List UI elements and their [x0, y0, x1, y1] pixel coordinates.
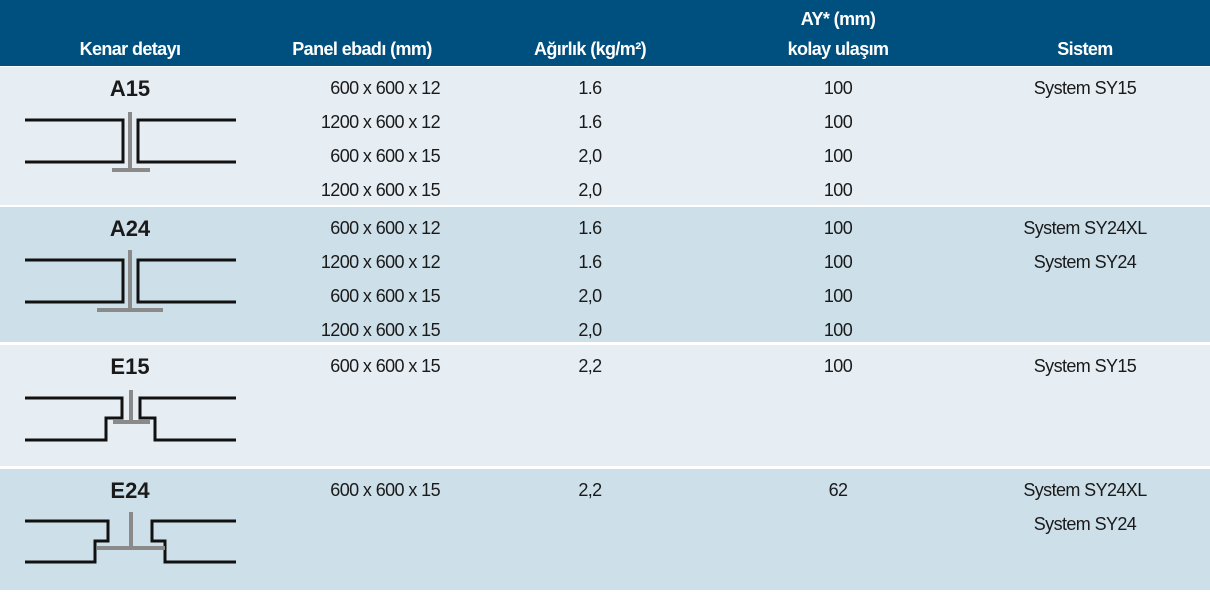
panel-size: 1200 x 600 x 15	[321, 320, 441, 340]
edge-label: A15	[110, 76, 150, 101]
edge-label: E24	[110, 478, 150, 503]
header-cell: Panel ebadı (mm)	[292, 39, 432, 59]
panel-size: 600 x 600 x 12	[330, 218, 440, 238]
panel-size: 600 x 600 x 15	[330, 480, 440, 500]
profile-e15	[25, 390, 236, 442]
weight: 2,0	[578, 320, 602, 340]
header-cell: AY* (mm)	[801, 9, 876, 29]
system: System SY24	[1034, 252, 1137, 272]
ay-value: 100	[824, 218, 853, 238]
profile-a15	[25, 112, 236, 172]
header-cell: Ağırlık (kg/m²)	[534, 39, 647, 59]
header-cell: Kenar detayı	[80, 39, 181, 59]
header-cell: kolay ulaşım	[788, 39, 889, 59]
weight: 1.6	[578, 78, 602, 98]
system: System SY24	[1034, 514, 1137, 534]
panel-size: 600 x 600 x 15	[330, 356, 440, 376]
panel-size: 600 x 600 x 15	[330, 146, 440, 166]
ay-value: 100	[824, 180, 853, 200]
weight: 2,2	[578, 480, 602, 500]
ay-value: 100	[824, 252, 853, 272]
weight: 2,2	[578, 356, 602, 376]
weight: 2,0	[578, 286, 602, 306]
system: System SY15	[1034, 356, 1137, 376]
edge-label: E15	[110, 354, 149, 379]
panel-size: 1200 x 600 x 12	[321, 252, 441, 272]
ay-value: 100	[824, 320, 853, 340]
panel-size: 1200 x 600 x 12	[321, 112, 441, 132]
edge-label: A24	[110, 216, 151, 241]
header-cell: Sistem	[1057, 39, 1112, 59]
profile-e24	[25, 512, 236, 564]
ay-value: 100	[824, 286, 853, 306]
ay-value: 100	[824, 146, 853, 166]
group-bg	[0, 67, 1210, 205]
group-bg	[0, 345, 1210, 466]
weight: 1.6	[578, 112, 602, 132]
system: System SY24XL	[1023, 480, 1147, 500]
system: System SY24XL	[1023, 218, 1147, 238]
system: System SY15	[1034, 78, 1137, 98]
weight: 2,0	[578, 146, 602, 166]
ay-value: 100	[824, 78, 853, 98]
weight: 1.6	[578, 252, 602, 272]
profile-a24	[25, 250, 236, 312]
weight: 1.6	[578, 218, 602, 238]
panel-size: 600 x 600 x 15	[330, 286, 440, 306]
ay-value: 100	[824, 112, 853, 132]
weight: 2,0	[578, 180, 602, 200]
group-bg	[0, 469, 1210, 590]
group-bg	[0, 207, 1210, 342]
panel-size: 1200 x 600 x 15	[321, 180, 441, 200]
header-bg	[0, 0, 1210, 66]
panel-size: 600 x 600 x 12	[330, 78, 440, 98]
ay-value: 62	[829, 480, 848, 500]
ay-value: 100	[824, 356, 853, 376]
